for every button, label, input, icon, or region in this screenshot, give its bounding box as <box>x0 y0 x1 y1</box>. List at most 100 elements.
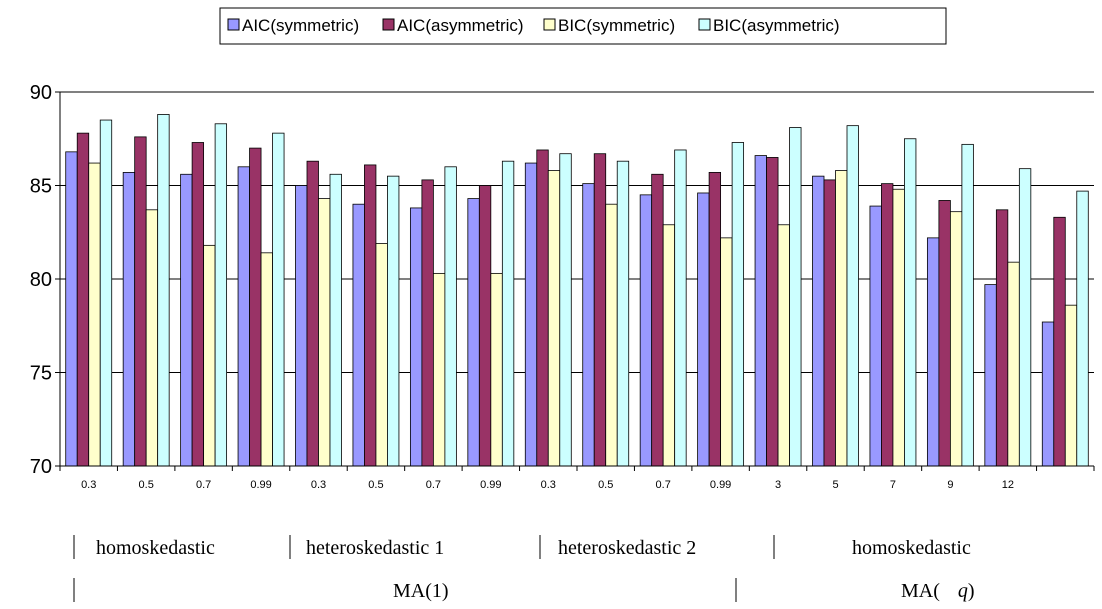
group-label-heteroskedastic-2: heteroskedastic 2 <box>558 537 696 559</box>
x-tick-label: 7 <box>890 479 896 491</box>
bar-aic-asymmetric <box>881 183 894 467</box>
x-tick-label: 0.99 <box>250 479 271 491</box>
bar-aic-symmetric <box>869 205 882 467</box>
bar-aic-asymmetric <box>1053 216 1066 467</box>
x-tick-label: 0.3 <box>311 479 326 491</box>
bar-aic-symmetric <box>639 194 653 467</box>
legend-label: BIC(asymmetric) <box>713 16 840 35</box>
bar-aic-asymmetric <box>708 172 722 467</box>
bar-bic-asymmetric <box>846 125 859 467</box>
bar-bic-asymmetric <box>1076 190 1089 467</box>
bar-aic-asymmetric <box>593 153 607 467</box>
bar-bic-symmetric <box>375 243 388 467</box>
bar-aic-symmetric <box>926 237 940 467</box>
bar-bic-symmetric <box>432 272 446 467</box>
bar-aic-asymmetric <box>76 132 90 467</box>
group-label-ma1: MA(1) <box>393 580 449 602</box>
bar-aic-asymmetric <box>191 142 205 467</box>
x-tick-label: 0.3 <box>541 479 556 491</box>
bar-bic-asymmetric <box>444 166 457 467</box>
legend: AIC(symmetric) AIC(asymmetric) BIC(symmetr… <box>219 7 947 45</box>
bar-bic-symmetric <box>892 188 905 467</box>
bar-aic-asymmetric <box>306 160 319 467</box>
bar-aic-symmetric <box>409 207 423 467</box>
legend-label: AIC(symmetric) <box>242 16 359 35</box>
bar-bic-asymmetric <box>559 153 572 467</box>
legend-swatch <box>227 18 240 31</box>
bar-bic-symmetric <box>145 209 159 467</box>
bar-aic-symmetric <box>295 185 308 467</box>
legend-frame <box>219 7 947 45</box>
bar-bic-asymmetric <box>961 143 974 467</box>
x-tick-label: 0.7 <box>196 479 211 491</box>
bar-aic-symmetric <box>754 155 767 467</box>
legend-label: BIC(symmetric) <box>558 16 675 35</box>
bar-aic-symmetric <box>180 173 193 467</box>
bar-bic-asymmetric <box>214 123 228 467</box>
y-tick-label: 75 <box>30 363 52 385</box>
y-tick-label: 80 <box>30 269 52 291</box>
bar-bic-symmetric <box>605 203 618 467</box>
bar-aic-asymmetric <box>651 173 664 467</box>
bar-aic-asymmetric <box>536 149 549 467</box>
bar-bic-symmetric <box>1007 261 1020 467</box>
group-label-maq: MA( q) <box>901 580 975 602</box>
bar-bic-asymmetric <box>387 175 400 467</box>
bar-bic-symmetric <box>662 224 676 467</box>
x-tick-label: 0.99 <box>710 479 731 491</box>
bar-bic-symmetric <box>490 272 503 467</box>
legend-label: AIC(asymmetric) <box>397 16 524 35</box>
bar-aic-symmetric <box>65 151 78 467</box>
x-tick-label: 9 <box>947 479 953 491</box>
x-tick-label: 0.99 <box>480 479 501 491</box>
y-tick-label: 90 <box>30 82 52 104</box>
bar-aic-symmetric <box>122 172 136 467</box>
bar-bic-symmetric <box>318 198 331 467</box>
y-tick-label: 70 <box>30 456 52 478</box>
bar-bic-asymmetric <box>674 149 687 467</box>
x-tick-label: 0.5 <box>598 479 613 491</box>
x-tick-label: 0.5 <box>368 479 383 491</box>
bar-bic-symmetric <box>547 170 561 467</box>
bar-bic-asymmetric <box>329 173 342 467</box>
bar-aic-asymmetric <box>421 179 434 467</box>
bar-aic-asymmetric <box>938 200 951 467</box>
bar-bic-symmetric <box>203 244 216 467</box>
legend-swatch <box>698 18 711 31</box>
bar-bic-asymmetric <box>1018 168 1032 467</box>
x-tick-label: 0.7 <box>426 479 441 491</box>
bar-aic-symmetric <box>697 192 710 467</box>
group-label-heteroskedastic-1: heteroskedastic 1 <box>306 537 444 559</box>
bar-aic-asymmetric <box>364 164 377 467</box>
bar-bic-symmetric <box>949 211 963 467</box>
bar-aic-symmetric <box>582 183 595 467</box>
bar-aic-asymmetric <box>995 209 1009 467</box>
maq-q: q <box>958 580 968 602</box>
bar-aic-symmetric <box>812 175 825 467</box>
bar-aic-symmetric <box>352 203 365 467</box>
bar-aic-asymmetric <box>134 136 147 467</box>
bar-aic-symmetric <box>984 284 997 467</box>
maq-prefix: MA( <box>901 580 940 602</box>
bar-bic-asymmetric <box>904 138 917 467</box>
bar-aic-symmetric <box>1041 321 1055 467</box>
bar-bic-symmetric <box>777 224 790 467</box>
bar-bic-symmetric <box>1064 304 1078 467</box>
bar-bic-asymmetric <box>99 119 113 467</box>
x-tick-label: 0.7 <box>656 479 671 491</box>
legend-swatch <box>382 18 395 31</box>
group-labels-row1: homoskedastic heteroskedastic 1 heterosk… <box>73 535 971 559</box>
x-tick-label: 12 <box>1002 479 1014 491</box>
group-label-homoskedastic-2: homoskedastic <box>852 537 971 559</box>
legend-swatch <box>543 18 556 31</box>
x-tick-label: 0.5 <box>139 479 154 491</box>
bar-aic-symmetric <box>467 198 480 467</box>
x-tick-label: 0.3 <box>81 479 96 491</box>
bar-bic-symmetric <box>88 162 101 467</box>
maq-suffix: ) <box>968 580 975 602</box>
bar-bic-symmetric <box>835 170 848 467</box>
bar-aic-symmetric <box>524 162 538 467</box>
bar-bic-asymmetric <box>501 160 515 467</box>
